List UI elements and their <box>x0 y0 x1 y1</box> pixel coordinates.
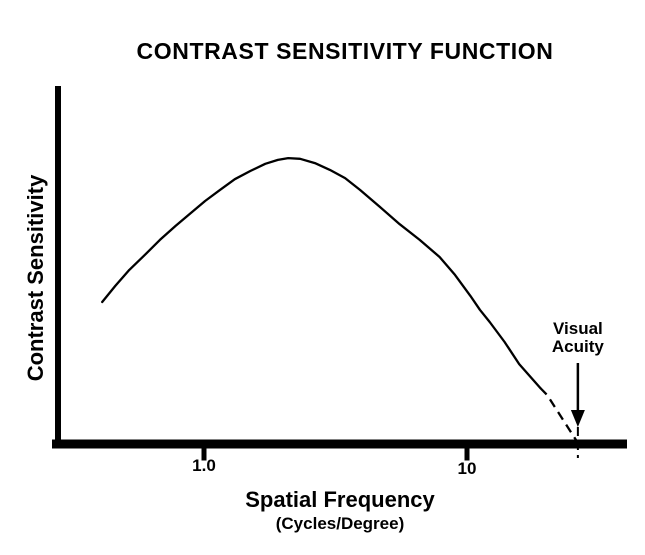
visual-acuity-arrow-head-icon <box>570 410 585 427</box>
x-axis-units-label: (Cycles/Degree) <box>275 514 405 533</box>
chart-title: CONTRAST SENSITIVITY FUNCTION <box>136 38 554 64</box>
x-axis-label: Spatial Frequency <box>245 487 435 512</box>
x-tick-marks <box>201 447 470 461</box>
x-tick-label-10: 10 <box>457 459 477 478</box>
visual-acuity-annotation-line1: Visual <box>552 319 603 338</box>
csf-curve-solid <box>101 156 542 390</box>
visual-acuity-annotation-line2: Acuity <box>551 337 604 356</box>
visual-acuity-marker <box>570 363 585 458</box>
csf-curve-dashed <box>539 387 579 444</box>
visual-acuity-annotation: Visual Acuity <box>552 320 604 356</box>
x-tick-label-1: 1.0 <box>192 456 216 475</box>
